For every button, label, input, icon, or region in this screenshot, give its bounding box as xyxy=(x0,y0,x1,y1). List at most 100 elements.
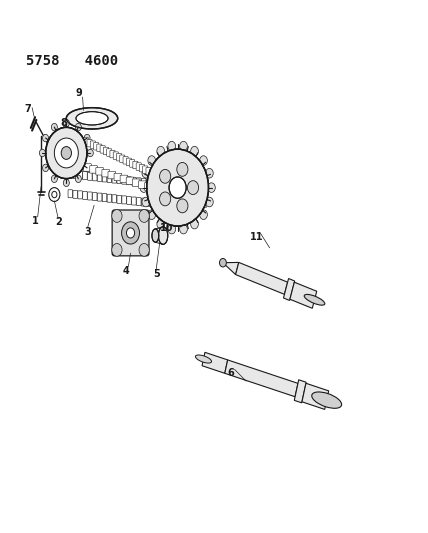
FancyBboxPatch shape xyxy=(126,158,131,166)
Circle shape xyxy=(51,175,57,182)
Circle shape xyxy=(187,181,199,195)
Polygon shape xyxy=(223,262,239,274)
Circle shape xyxy=(46,127,87,179)
FancyBboxPatch shape xyxy=(122,176,126,184)
Circle shape xyxy=(157,219,164,229)
Circle shape xyxy=(122,222,140,244)
FancyBboxPatch shape xyxy=(84,138,89,146)
Circle shape xyxy=(75,175,81,182)
Circle shape xyxy=(63,119,69,127)
Circle shape xyxy=(140,183,148,192)
FancyBboxPatch shape xyxy=(143,166,148,173)
Text: 4: 4 xyxy=(123,266,130,276)
Circle shape xyxy=(157,147,165,156)
Circle shape xyxy=(180,141,187,151)
Circle shape xyxy=(87,149,93,157)
Circle shape xyxy=(139,209,149,222)
Circle shape xyxy=(180,224,187,234)
FancyBboxPatch shape xyxy=(175,192,182,200)
Text: 7: 7 xyxy=(24,104,31,114)
FancyBboxPatch shape xyxy=(104,147,108,155)
Circle shape xyxy=(84,134,90,142)
Circle shape xyxy=(51,124,57,131)
FancyBboxPatch shape xyxy=(130,160,135,167)
FancyBboxPatch shape xyxy=(88,172,92,180)
FancyBboxPatch shape xyxy=(132,179,140,187)
Circle shape xyxy=(126,228,134,238)
FancyBboxPatch shape xyxy=(112,175,116,183)
Circle shape xyxy=(147,149,208,226)
Circle shape xyxy=(191,219,199,229)
FancyBboxPatch shape xyxy=(107,174,112,182)
Circle shape xyxy=(169,177,186,198)
FancyBboxPatch shape xyxy=(78,191,82,199)
FancyBboxPatch shape xyxy=(136,163,141,170)
FancyBboxPatch shape xyxy=(73,171,77,179)
FancyBboxPatch shape xyxy=(94,142,98,150)
FancyBboxPatch shape xyxy=(78,171,82,179)
FancyBboxPatch shape xyxy=(97,144,102,151)
FancyBboxPatch shape xyxy=(84,164,91,171)
FancyBboxPatch shape xyxy=(110,150,115,158)
FancyBboxPatch shape xyxy=(161,181,166,189)
FancyBboxPatch shape xyxy=(113,152,118,159)
Circle shape xyxy=(46,127,87,179)
FancyBboxPatch shape xyxy=(108,171,116,179)
Circle shape xyxy=(54,138,78,168)
Text: 8: 8 xyxy=(60,118,67,127)
FancyBboxPatch shape xyxy=(102,193,107,201)
Polygon shape xyxy=(235,262,288,294)
Circle shape xyxy=(54,138,78,168)
FancyBboxPatch shape xyxy=(199,200,207,207)
FancyBboxPatch shape xyxy=(112,195,116,203)
Circle shape xyxy=(160,192,171,206)
FancyBboxPatch shape xyxy=(151,184,158,192)
Ellipse shape xyxy=(304,294,325,305)
FancyBboxPatch shape xyxy=(187,196,194,204)
Circle shape xyxy=(200,210,208,220)
Text: 2: 2 xyxy=(55,217,62,227)
FancyBboxPatch shape xyxy=(132,177,136,185)
Circle shape xyxy=(59,157,72,173)
Circle shape xyxy=(177,199,188,213)
Circle shape xyxy=(205,168,213,178)
FancyBboxPatch shape xyxy=(127,177,131,185)
Polygon shape xyxy=(202,352,228,373)
Circle shape xyxy=(168,141,175,151)
Circle shape xyxy=(168,224,175,234)
FancyBboxPatch shape xyxy=(181,194,188,201)
FancyBboxPatch shape xyxy=(92,173,97,181)
Ellipse shape xyxy=(196,355,211,363)
Circle shape xyxy=(142,197,150,207)
FancyBboxPatch shape xyxy=(140,164,145,172)
FancyBboxPatch shape xyxy=(120,155,125,163)
FancyBboxPatch shape xyxy=(100,146,105,153)
Text: 10: 10 xyxy=(160,223,174,233)
FancyBboxPatch shape xyxy=(133,161,138,169)
FancyBboxPatch shape xyxy=(117,175,122,183)
Circle shape xyxy=(148,210,155,220)
FancyBboxPatch shape xyxy=(166,181,170,189)
Circle shape xyxy=(160,169,171,183)
Polygon shape xyxy=(283,279,294,301)
FancyBboxPatch shape xyxy=(151,180,156,188)
Ellipse shape xyxy=(66,108,118,129)
Text: 9: 9 xyxy=(76,88,83,98)
Circle shape xyxy=(61,147,71,159)
FancyBboxPatch shape xyxy=(117,195,122,203)
Circle shape xyxy=(177,163,188,176)
FancyBboxPatch shape xyxy=(92,192,97,200)
Circle shape xyxy=(147,149,208,226)
Text: 5: 5 xyxy=(153,269,160,279)
Polygon shape xyxy=(225,360,298,397)
FancyBboxPatch shape xyxy=(83,191,87,199)
Text: 1: 1 xyxy=(32,216,39,226)
Circle shape xyxy=(43,164,49,172)
Circle shape xyxy=(208,183,215,192)
Circle shape xyxy=(205,197,213,207)
Polygon shape xyxy=(294,380,306,403)
FancyBboxPatch shape xyxy=(102,169,110,177)
FancyBboxPatch shape xyxy=(171,201,175,209)
Circle shape xyxy=(112,244,122,256)
FancyBboxPatch shape xyxy=(137,178,141,186)
